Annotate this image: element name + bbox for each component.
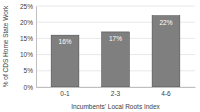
x-tick-label: 0-1 xyxy=(60,90,70,97)
chart: 0% 5% 10% 15% 20% 25% 0-1 2-3 4-6 16% 17% 22% Incumb… xyxy=(0,0,200,112)
grid-line xyxy=(36,6,195,7)
plot-area: 0% 5% 10% 15% 20% 25% 0-1 2-3 4-6 16% 17% 22% xyxy=(20,3,196,97)
y-axis: 0% 5% 10% 15% 20% 25% xyxy=(20,3,37,91)
bar xyxy=(152,16,180,87)
x-tick: 0-1 xyxy=(60,87,70,97)
y-tick: 5% xyxy=(24,67,36,74)
y-tick-label: 15% xyxy=(20,35,33,42)
y-tick: 20% xyxy=(20,19,36,26)
y-tick: 0% xyxy=(24,84,36,91)
y-tick-label: 20% xyxy=(20,19,33,26)
bar xyxy=(51,35,79,87)
y-tick: 10% xyxy=(20,51,36,58)
bar xyxy=(102,32,130,87)
data-label: 17% xyxy=(109,35,122,42)
y-tick-label: 10% xyxy=(20,51,33,58)
y-tick-label: 25% xyxy=(20,3,33,10)
x-axis: 0-1 2-3 4-6 xyxy=(37,87,196,97)
y-tick-label: 0% xyxy=(24,84,34,91)
y-tick-label: 5% xyxy=(24,67,34,74)
x-axis-title: Incumbents' Local Roots Index xyxy=(71,103,160,110)
x-axis-line xyxy=(37,87,196,88)
y-axis-title: % of CDS Home State Work xyxy=(2,5,9,87)
x-tick-label: 4-6 xyxy=(161,90,171,97)
y-tick: 25% xyxy=(20,3,36,10)
grid xyxy=(36,6,195,87)
y-tick: 15% xyxy=(20,35,36,42)
x-tick-label: 2-3 xyxy=(111,90,121,97)
bars xyxy=(51,16,180,87)
data-labels: 16% 17% 22% xyxy=(59,19,173,45)
data-label: 22% xyxy=(159,19,172,26)
data-label: 16% xyxy=(59,38,72,45)
x-tick: 4-6 xyxy=(161,87,171,97)
x-tick: 2-3 xyxy=(111,87,121,97)
y-axis-line xyxy=(36,7,37,88)
